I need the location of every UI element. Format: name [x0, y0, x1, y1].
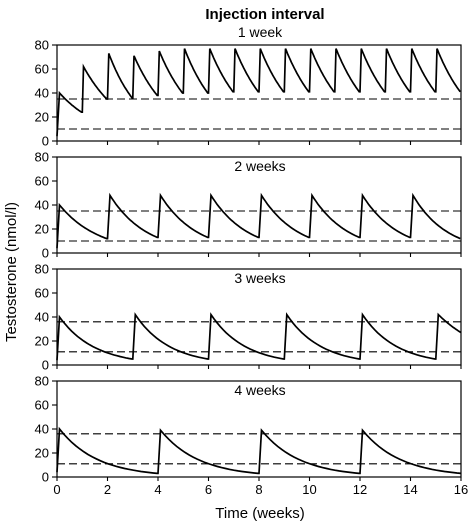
y-tick-label: 0	[42, 246, 49, 261]
x-axis-title: Time (weeks)	[215, 505, 304, 522]
y-tick-label: 60	[35, 286, 49, 301]
y-axis-title: Testosterone (nmol/l)	[3, 202, 20, 342]
y-tick-label: 20	[35, 446, 49, 461]
testosterone-curve	[56, 426, 462, 475]
chart-title: Injection interval	[205, 6, 324, 23]
y-tick-label: 20	[35, 222, 49, 237]
panel-4: 0 20 40 60 80 4 weeks 0 2 4 6 8 10 12 14 16	[35, 374, 469, 498]
x-tick-label: 4	[154, 482, 161, 497]
y-tick-label: 80	[35, 38, 49, 53]
y-tick-label: 0	[42, 358, 49, 373]
y-tick-label: 40	[35, 310, 49, 325]
panel-1: 0 20 40 60 80 1 week	[35, 24, 462, 149]
panel-frame	[56, 44, 462, 142]
testosterone-curve	[56, 48, 461, 137]
testosterone-curve	[56, 192, 461, 249]
y-tick-label: 40	[35, 422, 49, 437]
y-tick-label: 20	[35, 334, 49, 349]
panel-label: 4 weeks	[234, 382, 285, 398]
panel-2: 0 20 40 60 80 2 weeks	[35, 150, 462, 261]
y-tick-label: 0	[42, 470, 49, 485]
y-tick-label: 40	[35, 86, 49, 101]
x-tick-label: 16	[454, 482, 468, 497]
x-tick-label: 8	[255, 482, 262, 497]
y-tick-label: 60	[35, 398, 49, 413]
x-tick-label: 12	[353, 482, 367, 497]
x-tick-label: 6	[205, 482, 212, 497]
y-tick-label: 80	[35, 374, 49, 389]
y-tick-label: 80	[35, 150, 49, 165]
y-tick-label: 60	[35, 174, 49, 189]
y-tick-label: 60	[35, 62, 49, 77]
panel-3: 0 20 40 60 80 3 weeks	[35, 262, 462, 373]
y-tick-label: 0	[42, 134, 49, 149]
y-tick-label: 40	[35, 198, 49, 213]
x-tick-label: 10	[302, 482, 316, 497]
panel-label: 3 weeks	[234, 270, 285, 286]
y-tick-label: 20	[35, 110, 49, 125]
panel-label: 2 weeks	[234, 158, 285, 174]
panel-label: 1 week	[238, 24, 283, 40]
testosterone-curve	[56, 312, 462, 361]
x-tick-label: 2	[104, 482, 111, 497]
x-tick-label: 14	[403, 482, 417, 497]
x-tick-label: 0	[53, 482, 60, 497]
y-tick-label: 80	[35, 262, 49, 277]
